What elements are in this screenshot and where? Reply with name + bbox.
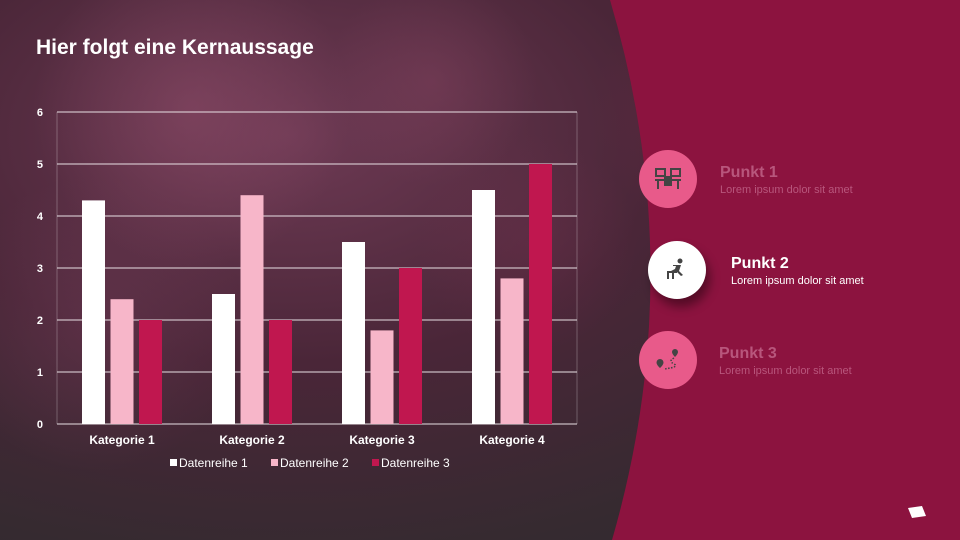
x-tick-label: Kategorie 3: [349, 433, 415, 447]
bar: [529, 164, 552, 424]
hurdle-runner-icon: [648, 241, 706, 299]
point-text: Lorem ipsum dolor sit amet: [720, 184, 853, 196]
legend-label: Datenreihe 2: [280, 456, 349, 470]
page-title: Hier folgt eine Kernaussage: [36, 36, 314, 59]
route-map-pin-icon: [639, 331, 697, 389]
y-tick-label: 1: [37, 367, 43, 379]
legend-swatch: [372, 459, 379, 466]
point-text: Lorem ipsum dolor sit amet: [731, 275, 864, 287]
legend-swatch: [271, 459, 278, 466]
bar-chart: 0 1 2 3 4 5 6 Kategorie 1 Kategorie 2 Kategorie 3…: [37, 107, 577, 470]
y-tick-label: 5: [37, 159, 43, 171]
legend-label: Datenreihe 3: [381, 456, 450, 470]
legend-label: Datenreihe 1: [179, 456, 248, 470]
y-tick-label: 2: [37, 315, 43, 327]
bar: [139, 320, 162, 424]
point-text: Lorem ipsum dolor sit amet: [719, 365, 852, 377]
x-tick-label: Kategorie 2: [219, 433, 285, 447]
bar: [82, 200, 105, 424]
point-title: Punkt 1: [720, 164, 778, 181]
y-tick-label: 3: [37, 263, 43, 275]
bar: [399, 268, 422, 424]
bar: [472, 190, 495, 424]
point-title: Punkt 2: [731, 255, 789, 272]
y-tick-label: 0: [37, 419, 43, 431]
y-tick-label: 4: [37, 211, 44, 223]
point-3: Punkt 3 Lorem ipsum dolor sit amet: [719, 345, 852, 377]
bar: [370, 330, 394, 424]
bar: [110, 299, 134, 424]
bar: [212, 294, 235, 424]
point-1: Punkt 1 Lorem ipsum dolor sit amet: [720, 164, 853, 196]
legend-swatch: [170, 459, 177, 466]
slide-corner-icon: [908, 506, 926, 518]
point-title: Punkt 3: [719, 345, 777, 362]
bar: [240, 195, 264, 424]
bar: [500, 278, 524, 424]
bar: [269, 320, 292, 424]
x-tick-label: Kategorie 1: [89, 433, 155, 447]
point-2: Punkt 2 Lorem ipsum dolor sit amet: [731, 255, 864, 287]
x-tick-label: Kategorie 4: [479, 433, 545, 447]
desk-workstation-icon: [639, 150, 697, 208]
bar: [342, 242, 365, 424]
y-tick-label: 6: [37, 107, 43, 119]
